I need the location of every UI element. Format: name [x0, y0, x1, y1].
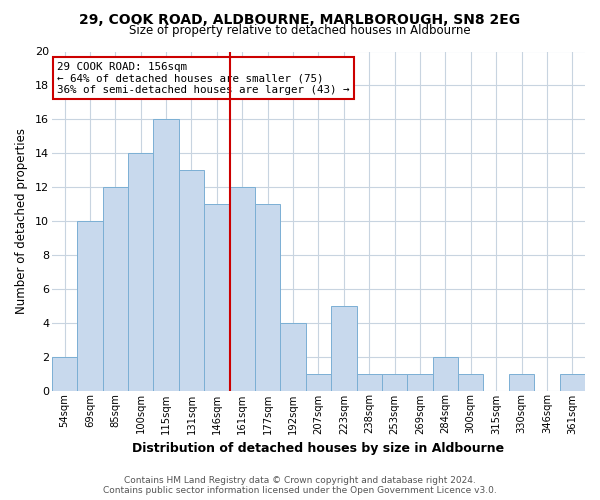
- Bar: [356, 374, 382, 390]
- Bar: [407, 374, 433, 390]
- Y-axis label: Number of detached properties: Number of detached properties: [15, 128, 28, 314]
- Text: Size of property relative to detached houses in Aldbourne: Size of property relative to detached ho…: [129, 24, 471, 37]
- Bar: [306, 374, 331, 390]
- Text: Contains HM Land Registry data © Crown copyright and database right 2024.
Contai: Contains HM Land Registry data © Crown c…: [103, 476, 497, 495]
- Bar: [179, 170, 204, 390]
- Bar: [433, 356, 458, 390]
- Bar: [154, 120, 179, 390]
- Bar: [509, 374, 534, 390]
- Bar: [77, 221, 103, 390]
- Bar: [230, 187, 255, 390]
- Bar: [103, 187, 128, 390]
- X-axis label: Distribution of detached houses by size in Aldbourne: Distribution of detached houses by size …: [133, 442, 505, 455]
- Text: 29 COOK ROAD: 156sqm
← 64% of detached houses are smaller (75)
36% of semi-detac: 29 COOK ROAD: 156sqm ← 64% of detached h…: [57, 62, 350, 95]
- Bar: [382, 374, 407, 390]
- Bar: [280, 322, 306, 390]
- Bar: [458, 374, 484, 390]
- Bar: [204, 204, 230, 390]
- Bar: [255, 204, 280, 390]
- Text: 29, COOK ROAD, ALDBOURNE, MARLBOROUGH, SN8 2EG: 29, COOK ROAD, ALDBOURNE, MARLBOROUGH, S…: [79, 12, 521, 26]
- Bar: [128, 153, 154, 390]
- Bar: [52, 356, 77, 390]
- Bar: [560, 374, 585, 390]
- Bar: [331, 306, 356, 390]
